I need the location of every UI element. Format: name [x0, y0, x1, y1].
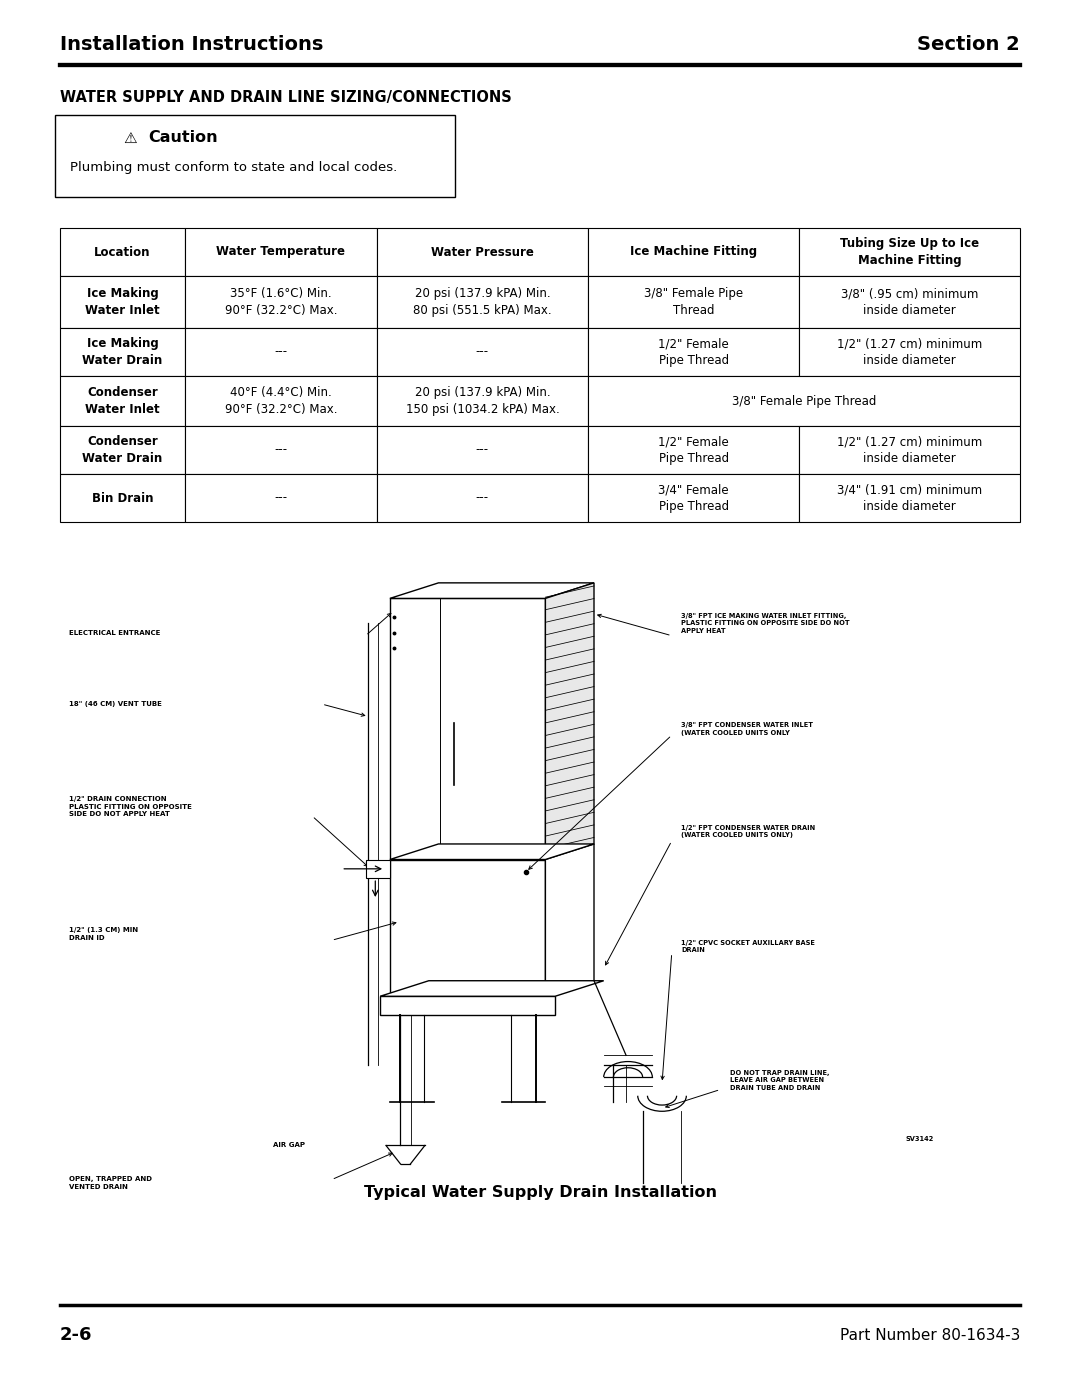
Text: Ice Machine Fitting: Ice Machine Fitting: [630, 246, 757, 258]
Bar: [380, 996, 555, 1014]
Bar: [185, 328, 377, 376]
Text: Condenser
Water Drain: Condenser Water Drain: [82, 436, 162, 465]
Text: ---: ---: [476, 443, 489, 457]
Bar: [799, 426, 1020, 474]
Text: ---: ---: [274, 345, 287, 359]
Text: 18" (46 CM) VENT TUBE: 18" (46 CM) VENT TUBE: [69, 701, 162, 707]
Bar: [799, 277, 1020, 328]
Text: Ice Making
Water Drain: Ice Making Water Drain: [82, 337, 162, 367]
Text: Location: Location: [94, 246, 150, 258]
Text: 1/2" FPT CONDENSER WATER DRAIN
(WATER COOLED UNITS ONLY): 1/2" FPT CONDENSER WATER DRAIN (WATER CO…: [681, 824, 815, 838]
Text: OPEN, TRAPPED AND
VENTED DRAIN: OPEN, TRAPPED AND VENTED DRAIN: [69, 1176, 152, 1189]
Text: Tubing Size Up to Ice
Machine Fitting: Tubing Size Up to Ice Machine Fitting: [840, 237, 980, 267]
Text: 3/4" Female
Pipe Thread: 3/4" Female Pipe Thread: [659, 483, 729, 513]
Text: 3/8" Female Pipe
Thread: 3/8" Female Pipe Thread: [644, 288, 743, 317]
Bar: [60, 328, 185, 376]
Text: 3/4" (1.91 cm) minimum
inside diameter: 3/4" (1.91 cm) minimum inside diameter: [837, 483, 982, 513]
Text: 1/2" CPVC SOCKET AUXILLARY BASE
DRAIN: 1/2" CPVC SOCKET AUXILLARY BASE DRAIN: [681, 940, 815, 953]
Bar: [799, 474, 1020, 522]
Bar: [588, 328, 799, 376]
Text: 2-6: 2-6: [60, 1326, 93, 1344]
Text: 1/2" (1.27 cm) minimum
inside diameter: 1/2" (1.27 cm) minimum inside diameter: [837, 436, 982, 465]
Text: ---: ---: [274, 443, 287, 457]
Text: Plumbing must conform to state and local codes.: Plumbing must conform to state and local…: [70, 162, 397, 175]
Text: ---: ---: [476, 345, 489, 359]
Text: ⚠: ⚠: [123, 130, 137, 145]
Bar: [588, 474, 799, 522]
Bar: [185, 474, 377, 522]
Polygon shape: [390, 844, 594, 859]
Bar: [185, 277, 377, 328]
Bar: [390, 859, 545, 996]
Text: WATER SUPPLY AND DRAIN LINE SIZING/CONNECTIONS: WATER SUPPLY AND DRAIN LINE SIZING/CONNE…: [60, 89, 512, 105]
Text: 3/8" FPT ICE MAKING WATER INLET FITTING,
PLASTIC FITTING ON OPPOSITE SIDE DO NOT: 3/8" FPT ICE MAKING WATER INLET FITTING,…: [681, 613, 850, 634]
Bar: [365, 859, 390, 879]
Text: Bin Drain: Bin Drain: [92, 492, 153, 504]
Text: 20 psi (137.9 kPA) Min.
150 psi (1034.2 kPA) Max.: 20 psi (137.9 kPA) Min. 150 psi (1034.2 …: [405, 386, 559, 416]
Text: ---: ---: [274, 492, 287, 504]
Bar: [799, 228, 1020, 277]
Bar: [377, 228, 588, 277]
Text: Condenser
Water Inlet: Condenser Water Inlet: [85, 386, 160, 416]
Text: 3/8" FPT CONDENSER WATER INLET
(WATER COOLED UNITS ONLY: 3/8" FPT CONDENSER WATER INLET (WATER CO…: [681, 722, 813, 736]
Bar: [377, 376, 588, 426]
Text: 1/2" (1.3 CM) MIN
DRAIN ID: 1/2" (1.3 CM) MIN DRAIN ID: [69, 928, 138, 940]
Bar: [60, 474, 185, 522]
Bar: [588, 277, 799, 328]
Text: 3/8" (.95 cm) minimum
inside diameter: 3/8" (.95 cm) minimum inside diameter: [841, 288, 978, 317]
Text: Water Pressure: Water Pressure: [431, 246, 534, 258]
Text: 1/2" (1.27 cm) minimum
inside diameter: 1/2" (1.27 cm) minimum inside diameter: [837, 337, 982, 367]
Text: 1/2" DRAIN CONNECTION
PLASTIC FITTING ON OPPOSITE
SIDE DO NOT APPLY HEAT: 1/2" DRAIN CONNECTION PLASTIC FITTING ON…: [69, 796, 192, 817]
Text: 20 psi (137.9 kPA) Min.
80 psi (551.5 kPA) Max.: 20 psi (137.9 kPA) Min. 80 psi (551.5 kP…: [413, 288, 552, 317]
Bar: [60, 376, 185, 426]
Bar: [588, 228, 799, 277]
Bar: [185, 426, 377, 474]
Text: 40°F (4.4°C) Min.
90°F (32.2°C) Max.: 40°F (4.4°C) Min. 90°F (32.2°C) Max.: [225, 386, 337, 416]
Polygon shape: [390, 583, 594, 598]
Bar: [185, 228, 377, 277]
Text: ELECTRICAL ENTRANCE: ELECTRICAL ENTRANCE: [69, 630, 161, 636]
Bar: [588, 376, 1020, 426]
Text: Part Number 80-1634-3: Part Number 80-1634-3: [839, 1327, 1020, 1343]
Bar: [60, 228, 185, 277]
Text: 1/2" Female
Pipe Thread: 1/2" Female Pipe Thread: [658, 337, 729, 367]
Polygon shape: [545, 844, 594, 996]
Text: Typical Water Supply Drain Installation: Typical Water Supply Drain Installation: [364, 1185, 716, 1200]
Text: Water Temperature: Water Temperature: [216, 246, 346, 258]
Bar: [60, 277, 185, 328]
Text: 35°F (1.6°C) Min.
90°F (32.2°C) Max.: 35°F (1.6°C) Min. 90°F (32.2°C) Max.: [225, 288, 337, 317]
Bar: [377, 474, 588, 522]
Bar: [588, 426, 799, 474]
Bar: [377, 328, 588, 376]
Text: AIR GAP: AIR GAP: [273, 1143, 306, 1148]
Bar: [390, 598, 545, 859]
Bar: [377, 277, 588, 328]
Text: SV3142: SV3142: [905, 1136, 933, 1143]
Bar: [185, 376, 377, 426]
Text: Caution: Caution: [148, 130, 218, 145]
Text: Ice Making
Water Inlet: Ice Making Water Inlet: [85, 288, 160, 317]
Text: ---: ---: [476, 492, 489, 504]
Bar: [377, 426, 588, 474]
Text: Section 2: Section 2: [917, 35, 1020, 54]
Text: 1/2" Female
Pipe Thread: 1/2" Female Pipe Thread: [658, 436, 729, 465]
Polygon shape: [545, 583, 594, 859]
Polygon shape: [380, 981, 604, 996]
Bar: [799, 328, 1020, 376]
Bar: [60, 426, 185, 474]
Text: 3/8" Female Pipe Thread: 3/8" Female Pipe Thread: [732, 394, 876, 408]
Text: DO NOT TRAP DRAIN LINE,
LEAVE AIR GAP BETWEEN
DRAIN TUBE AND DRAIN: DO NOT TRAP DRAIN LINE, LEAVE AIR GAP BE…: [730, 1070, 829, 1091]
Bar: [55, 115, 455, 197]
Text: Installation Instructions: Installation Instructions: [60, 35, 323, 54]
